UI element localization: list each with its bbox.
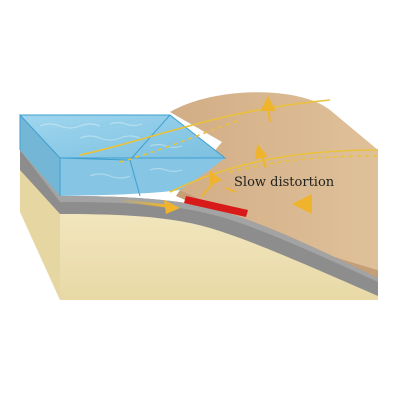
- overriding-plate: [170, 92, 378, 271]
- water-ripples: [39, 121, 183, 179]
- uplift-arrow-top: [260, 95, 276, 123]
- uplift-arrow-left: [201, 169, 222, 197]
- slow-distortion-label: Slow distortion: [234, 175, 335, 190]
- ocean-side: [20, 115, 60, 196]
- ocean-outline: [18, 114, 227, 197]
- ground-front-face: [60, 196, 378, 300]
- ocean-top: [20, 115, 225, 158]
- locked-zone: [184, 196, 248, 217]
- subduction-arrow: [117, 198, 180, 214]
- subsidence-arrow: [225, 187, 237, 193]
- compression-arrow: [292, 194, 360, 214]
- oceanic-crust: [20, 150, 378, 296]
- uplift-arrow-center: [254, 143, 268, 169]
- strain-lines: [79, 99, 379, 193]
